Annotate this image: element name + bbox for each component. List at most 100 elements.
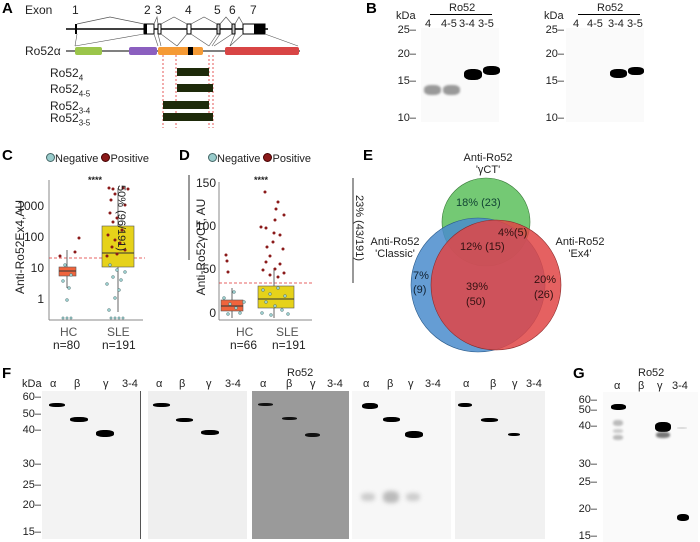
panel-label-b: B (366, 0, 377, 17)
marker-30: 30– (22, 458, 41, 470)
n-sle: n=191 (102, 338, 136, 352)
n-sle: n=191 (272, 338, 306, 352)
lane-label: α (363, 378, 370, 390)
construct-ro52-3-5: Ro523-5 (50, 111, 91, 128)
lane-label: 3-4 (459, 18, 475, 30)
lane-label: 3-5 (478, 18, 494, 30)
marker-25: 25– (578, 476, 597, 488)
n-hc: n=80 (53, 338, 81, 352)
region-gct-ex4: 4%(5) (498, 227, 528, 239)
blot-title: Ro52 (597, 2, 624, 14)
y-tick: 50 (202, 262, 216, 276)
set-label-gct: Anti-Ro52'γCT' (463, 152, 513, 176)
lane-label: 3-4 (425, 378, 441, 390)
exon-label: Exon (25, 3, 53, 17)
panel-label-d: D (179, 147, 190, 164)
western-blot-g (603, 392, 698, 542)
blot-title: Ro52 (287, 367, 314, 379)
y-tick: 1 (37, 292, 44, 306)
panel-label-e: E (363, 147, 374, 164)
region-classic-only-n: (9) (413, 284, 427, 296)
lane-label: 3-5 (627, 18, 643, 30)
construct-ro52-4: Ro524 (50, 66, 84, 83)
lane-label: 4-5 (587, 18, 603, 30)
marker-20: 20– (578, 503, 597, 515)
lane-label: 3-4 (122, 378, 138, 390)
y-tick: 1000 (17, 199, 44, 213)
legend: Negative Positive (208, 153, 311, 165)
lane-label: 4-5 (441, 18, 457, 30)
marker-10: 10– (397, 112, 416, 124)
marker-60: 60– (22, 391, 41, 403)
marker-50: 50– (22, 408, 41, 420)
lane-label: α (614, 380, 621, 392)
exon-number-5: 5 (214, 3, 221, 17)
lane-label: β (179, 378, 186, 390)
panel-label-a: A (2, 0, 13, 17)
lane-label: γ (657, 380, 663, 392)
lane-label: α (156, 378, 163, 390)
kda-label: kDa (22, 378, 42, 390)
y-tick: 10 (30, 261, 44, 275)
y-tick: 150 (195, 176, 216, 190)
region-classic-only-pct: 7% (413, 270, 429, 282)
construct-ro52-4-5: Ro524-5 (50, 82, 91, 99)
legend: Negative Positive (46, 153, 149, 165)
group-sle: SLE (107, 325, 130, 339)
venn-diagram (410, 177, 562, 353)
marker-20: 20– (545, 48, 564, 60)
panel-label-f: F (2, 365, 12, 382)
region-ex4-only-n: (26) (534, 289, 554, 301)
panel-label-c: C (2, 147, 13, 164)
bracket-text: 50% (96/191) (115, 185, 127, 252)
title-underline (578, 14, 640, 15)
lane-label: 4 (573, 18, 580, 30)
boxplot-c (48, 175, 190, 321)
marker-20: 20– (397, 48, 416, 60)
lane-label: γ (408, 378, 414, 390)
lane-label: 3-4 (225, 378, 241, 390)
lane-label: 3-4 (327, 378, 343, 390)
group-hc: HC (236, 325, 254, 339)
y-axis-label: Anti-Ro52γCT, AU (194, 198, 208, 296)
lane-label: α (260, 378, 267, 390)
lane-label: 3-4 (608, 18, 624, 30)
lane-label: γ (206, 378, 212, 390)
marker-10: 10– (545, 112, 564, 124)
lane-label: γ (103, 378, 109, 390)
set-label-ex4: Anti-Ro52 'Ex4' (555, 236, 605, 260)
lane-label: β (74, 378, 81, 390)
exon-number-1: 1 (72, 3, 79, 17)
lane-label: 4 (425, 18, 432, 30)
lane-label: 3-4 (672, 380, 688, 392)
n-hc: n=66 (230, 338, 258, 352)
marker-20: 20– (22, 499, 41, 511)
group-sle: SLE (276, 325, 299, 339)
protein-label: Ro52α (25, 44, 61, 58)
significance-stars: **** (254, 175, 269, 185)
marker-15: 15– (545, 75, 564, 87)
y-tick: 100 (195, 219, 216, 233)
marker-50: 50– (578, 404, 597, 416)
exon-number-2: 2 (144, 3, 151, 17)
marker-30: 30– (578, 458, 597, 470)
marker-25: 25– (545, 24, 564, 36)
marker-15: 15– (22, 526, 41, 538)
exon-number-7: 7 (250, 3, 257, 17)
region-ex4-only-pct: 20% (534, 274, 557, 286)
marker-40: 40– (578, 420, 597, 432)
blot-title: Ro52 (638, 367, 665, 379)
lane-label: 3-4 (526, 378, 542, 390)
exon-number-3: 3 (155, 3, 162, 17)
significance-stars: **** (88, 175, 103, 185)
lane-label: β (387, 378, 394, 390)
y-tick: 0 (209, 306, 216, 320)
set-label-classic: Anti-Ro52 'Classic' (370, 236, 420, 260)
marker-60: 60– (578, 394, 597, 406)
boxplot-d (218, 178, 354, 321)
lane-label: β (490, 378, 497, 390)
lane-label: α (50, 378, 57, 390)
kda-label: kDa (396, 10, 416, 22)
kda-label: kDa (544, 10, 564, 22)
exon-number-4: 4 (185, 3, 192, 17)
